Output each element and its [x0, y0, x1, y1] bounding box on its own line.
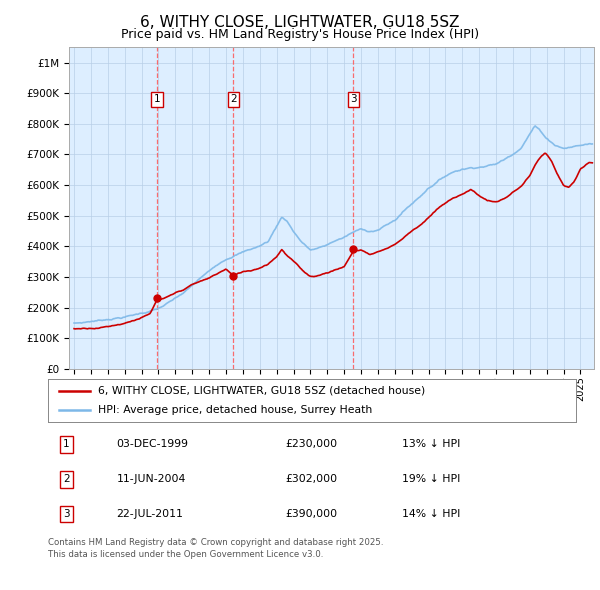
Text: HPI: Average price, detached house, Surrey Heath: HPI: Average price, detached house, Surr…	[98, 405, 373, 415]
Text: 2: 2	[230, 94, 237, 104]
Text: 2: 2	[63, 474, 70, 484]
Text: 19% ↓ HPI: 19% ↓ HPI	[402, 474, 460, 484]
Text: Contains HM Land Registry data © Crown copyright and database right 2025.: Contains HM Land Registry data © Crown c…	[48, 538, 383, 547]
Text: 6, WITHY CLOSE, LIGHTWATER, GU18 5SZ (detached house): 6, WITHY CLOSE, LIGHTWATER, GU18 5SZ (de…	[98, 386, 425, 396]
Text: 1: 1	[154, 94, 160, 104]
Text: 1: 1	[63, 440, 70, 450]
Text: 14% ↓ HPI: 14% ↓ HPI	[402, 509, 460, 519]
Text: £302,000: £302,000	[286, 474, 338, 484]
Text: £390,000: £390,000	[286, 509, 338, 519]
Text: 3: 3	[350, 94, 357, 104]
Text: 6, WITHY CLOSE, LIGHTWATER, GU18 5SZ: 6, WITHY CLOSE, LIGHTWATER, GU18 5SZ	[140, 15, 460, 30]
Text: £230,000: £230,000	[286, 440, 338, 450]
Text: Price paid vs. HM Land Registry's House Price Index (HPI): Price paid vs. HM Land Registry's House …	[121, 28, 479, 41]
Text: 22-JUL-2011: 22-JUL-2011	[116, 509, 184, 519]
Text: This data is licensed under the Open Government Licence v3.0.: This data is licensed under the Open Gov…	[48, 550, 323, 559]
Text: 3: 3	[63, 509, 70, 519]
Text: 13% ↓ HPI: 13% ↓ HPI	[402, 440, 460, 450]
Text: 11-JUN-2004: 11-JUN-2004	[116, 474, 186, 484]
Text: 03-DEC-1999: 03-DEC-1999	[116, 440, 188, 450]
